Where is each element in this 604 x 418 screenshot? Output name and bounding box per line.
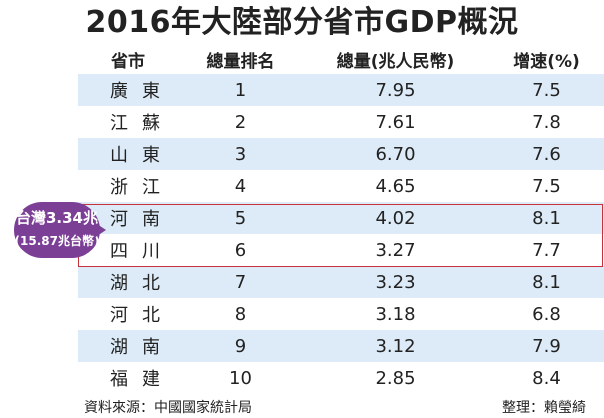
growth-rate-cell: 7.8	[532, 111, 561, 133]
province-cell: 湖北	[110, 273, 174, 294]
table-row: 河北 8 3.18 6.8	[78, 298, 604, 330]
table-row: 江蘇 2 7.61 7.8	[78, 106, 604, 138]
source-note: 資料來源：中國國家統計局	[84, 400, 252, 416]
rank-cell: 8	[234, 303, 247, 325]
column-header: 增速(%)	[513, 51, 580, 72]
growth-rate-cell: 6.8	[532, 303, 561, 325]
callout-line1: 台灣3.34兆	[15, 209, 98, 227]
table-row: 四川 6 3.27 7.7	[78, 234, 604, 266]
column-header: 總量(兆人民幣)	[336, 51, 455, 72]
callout-line2: (15.87兆台幣)	[14, 234, 100, 248]
province-cell: 四川	[110, 241, 174, 262]
table-row: 河南 5 4.02 8.1	[78, 202, 604, 234]
page-title: 2016年大陸部分省市GDP概況	[85, 5, 519, 40]
rank-cell: 1	[234, 79, 247, 101]
gdp-total-cell: 4.02	[375, 207, 416, 229]
table-header-row: 省市 總量排名 總量(兆人民幣) 增速(%)	[78, 44, 604, 74]
growth-rate-cell: 7.9	[532, 335, 561, 357]
growth-rate-cell: 7.6	[532, 143, 561, 165]
rank-cell: 4	[234, 175, 247, 197]
growth-rate-cell: 7.5	[532, 175, 561, 197]
table-row: 湖北 7 3.23 8.1	[78, 266, 604, 298]
footer: 資料來源：中國國家統計局 整理：賴瑩綺	[0, 395, 604, 417]
rank-cell: 7	[234, 271, 247, 293]
table-row: 廣東 1 7.95 7.5	[78, 74, 604, 106]
rank-cell: 9	[234, 335, 247, 357]
column-header: 總量排名	[206, 51, 275, 72]
province-cell: 山東	[110, 145, 174, 166]
callout-pointer	[94, 222, 106, 238]
gdp-total-cell: 4.65	[375, 175, 416, 197]
growth-rate-cell: 8.1	[532, 207, 561, 229]
gdp-total-cell: 3.18	[375, 303, 416, 325]
rank-cell: 6	[234, 239, 247, 261]
column-header: 省市	[111, 51, 145, 72]
province-cell: 福建	[110, 369, 174, 390]
growth-rate-cell: 7.5	[532, 79, 561, 101]
author-note: 整理：賴瑩綺	[502, 400, 586, 416]
table-row: 福建 10 2.85 8.4	[78, 362, 604, 394]
gdp-total-cell: 7.95	[375, 79, 416, 101]
province-cell: 河南	[110, 209, 174, 230]
rank-cell: 2	[234, 111, 247, 133]
growth-rate-cell: 7.7	[532, 239, 561, 261]
table-row: 湖南 9 3.12 7.9	[78, 330, 604, 362]
rank-cell: 10	[229, 367, 252, 389]
province-cell: 廣東	[110, 81, 174, 102]
gdp-total-cell: 3.12	[375, 335, 416, 357]
table-row: 浙江 4 4.65 7.5	[78, 170, 604, 202]
growth-rate-cell: 8.4	[532, 367, 561, 389]
gdp-total-cell: 6.70	[375, 143, 416, 165]
growth-rate-cell: 8.1	[532, 271, 561, 293]
rank-cell: 5	[234, 207, 247, 229]
gdp-total-cell: 7.61	[375, 111, 416, 133]
rank-cell: 3	[234, 143, 247, 165]
province-cell: 江蘇	[110, 113, 174, 134]
gdp-total-cell: 2.85	[375, 367, 416, 389]
province-cell: 河北	[110, 305, 174, 326]
table-row: 山東 3 6.70 7.6	[78, 138, 604, 170]
gdp-total-cell: 3.23	[375, 271, 416, 293]
province-cell: 浙江	[110, 177, 174, 198]
province-cell: 湖南	[110, 337, 174, 358]
taiwan-callout: 台灣3.34兆 (15.87兆台幣)	[14, 202, 100, 258]
gdp-total-cell: 3.27	[375, 239, 416, 261]
